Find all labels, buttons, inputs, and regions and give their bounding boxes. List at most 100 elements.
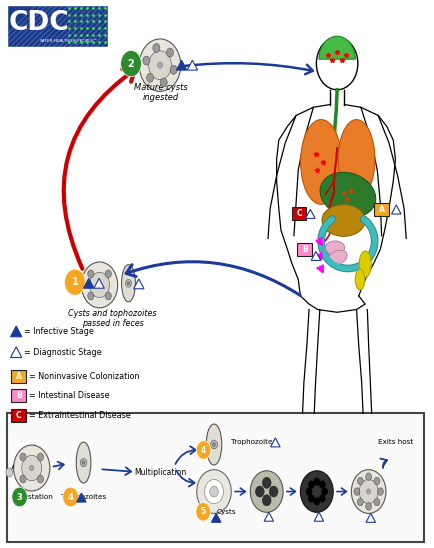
Circle shape: [300, 471, 332, 512]
Ellipse shape: [327, 250, 346, 265]
Text: C: C: [16, 411, 22, 420]
Circle shape: [105, 270, 111, 278]
Circle shape: [313, 478, 319, 486]
Circle shape: [319, 481, 325, 488]
Polygon shape: [391, 205, 400, 214]
Ellipse shape: [206, 424, 221, 465]
Text: B: B: [16, 391, 22, 401]
Text: B: B: [301, 245, 307, 254]
Circle shape: [262, 477, 270, 488]
Text: Cysts: Cysts: [216, 509, 236, 515]
Circle shape: [262, 495, 270, 506]
Polygon shape: [10, 326, 22, 336]
Text: Exits host: Exits host: [377, 439, 412, 446]
Circle shape: [105, 292, 111, 300]
Polygon shape: [76, 493, 86, 502]
Ellipse shape: [358, 251, 370, 277]
Circle shape: [170, 65, 177, 75]
Circle shape: [160, 78, 167, 87]
Circle shape: [37, 453, 43, 461]
Ellipse shape: [325, 241, 344, 255]
Circle shape: [377, 488, 382, 495]
Circle shape: [37, 475, 43, 483]
Circle shape: [269, 486, 277, 497]
Circle shape: [12, 487, 27, 507]
Circle shape: [62, 487, 78, 507]
Text: Cysts and tophozoites
passed in feces: Cysts and tophozoites passed in feces: [68, 309, 156, 328]
Circle shape: [366, 489, 370, 494]
Circle shape: [22, 455, 42, 481]
Circle shape: [13, 445, 50, 491]
Ellipse shape: [121, 265, 135, 302]
Text: CDC: CDC: [9, 9, 69, 36]
Circle shape: [308, 495, 314, 503]
Circle shape: [146, 73, 153, 82]
Wedge shape: [318, 36, 355, 59]
Ellipse shape: [321, 204, 365, 236]
Circle shape: [373, 477, 379, 485]
FancyBboxPatch shape: [11, 409, 26, 422]
Circle shape: [120, 50, 141, 77]
Text: = Intestinal Disease: = Intestinal Disease: [29, 391, 109, 401]
Circle shape: [81, 262, 118, 308]
Circle shape: [157, 62, 162, 68]
Circle shape: [373, 498, 379, 506]
FancyBboxPatch shape: [7, 4, 108, 47]
Text: Excystation: Excystation: [11, 494, 53, 500]
Text: 4: 4: [68, 493, 73, 501]
Circle shape: [250, 471, 283, 512]
Text: SAFER·HEALTHIER·PEOPLE™: SAFER·HEALTHIER·PEOPLE™: [40, 39, 98, 43]
Circle shape: [30, 465, 34, 471]
Circle shape: [196, 470, 231, 513]
Polygon shape: [263, 512, 273, 521]
Circle shape: [80, 459, 87, 467]
Ellipse shape: [337, 119, 374, 199]
Circle shape: [127, 282, 130, 285]
FancyBboxPatch shape: [11, 370, 26, 383]
Circle shape: [305, 488, 311, 495]
Circle shape: [88, 292, 94, 300]
Circle shape: [148, 51, 171, 79]
Circle shape: [319, 495, 325, 503]
Polygon shape: [133, 279, 144, 289]
Circle shape: [196, 441, 210, 459]
Circle shape: [357, 477, 362, 485]
Circle shape: [365, 473, 371, 481]
Text: = Infective Stage: = Infective Stage: [24, 327, 94, 336]
Circle shape: [97, 282, 102, 288]
Circle shape: [139, 39, 181, 92]
Ellipse shape: [355, 269, 364, 290]
Text: C: C: [296, 209, 301, 218]
FancyBboxPatch shape: [373, 203, 388, 216]
Text: Mature cysts
ingested: Mature cysts ingested: [134, 83, 188, 102]
Circle shape: [88, 270, 94, 278]
FancyBboxPatch shape: [11, 389, 26, 402]
Polygon shape: [83, 278, 94, 288]
Polygon shape: [310, 252, 320, 260]
Circle shape: [152, 43, 160, 53]
Circle shape: [255, 486, 263, 497]
Circle shape: [212, 443, 215, 447]
Circle shape: [125, 279, 131, 287]
Polygon shape: [313, 512, 323, 521]
Circle shape: [353, 488, 359, 495]
Text: = Diagnostic Stage: = Diagnostic Stage: [24, 347, 102, 357]
Circle shape: [89, 272, 109, 298]
FancyBboxPatch shape: [7, 413, 423, 542]
Circle shape: [351, 470, 385, 513]
Circle shape: [209, 486, 218, 497]
Text: Multiplication: Multiplication: [134, 468, 186, 477]
Text: A: A: [378, 205, 384, 214]
Circle shape: [358, 480, 377, 504]
Circle shape: [64, 269, 85, 295]
Text: A: A: [16, 372, 22, 381]
Polygon shape: [176, 60, 186, 70]
Circle shape: [20, 475, 26, 483]
Text: 4: 4: [201, 446, 206, 454]
Text: 3: 3: [17, 493, 23, 501]
Polygon shape: [10, 347, 22, 357]
Circle shape: [142, 56, 150, 65]
Polygon shape: [187, 60, 197, 70]
Ellipse shape: [319, 172, 375, 217]
Polygon shape: [365, 513, 375, 522]
